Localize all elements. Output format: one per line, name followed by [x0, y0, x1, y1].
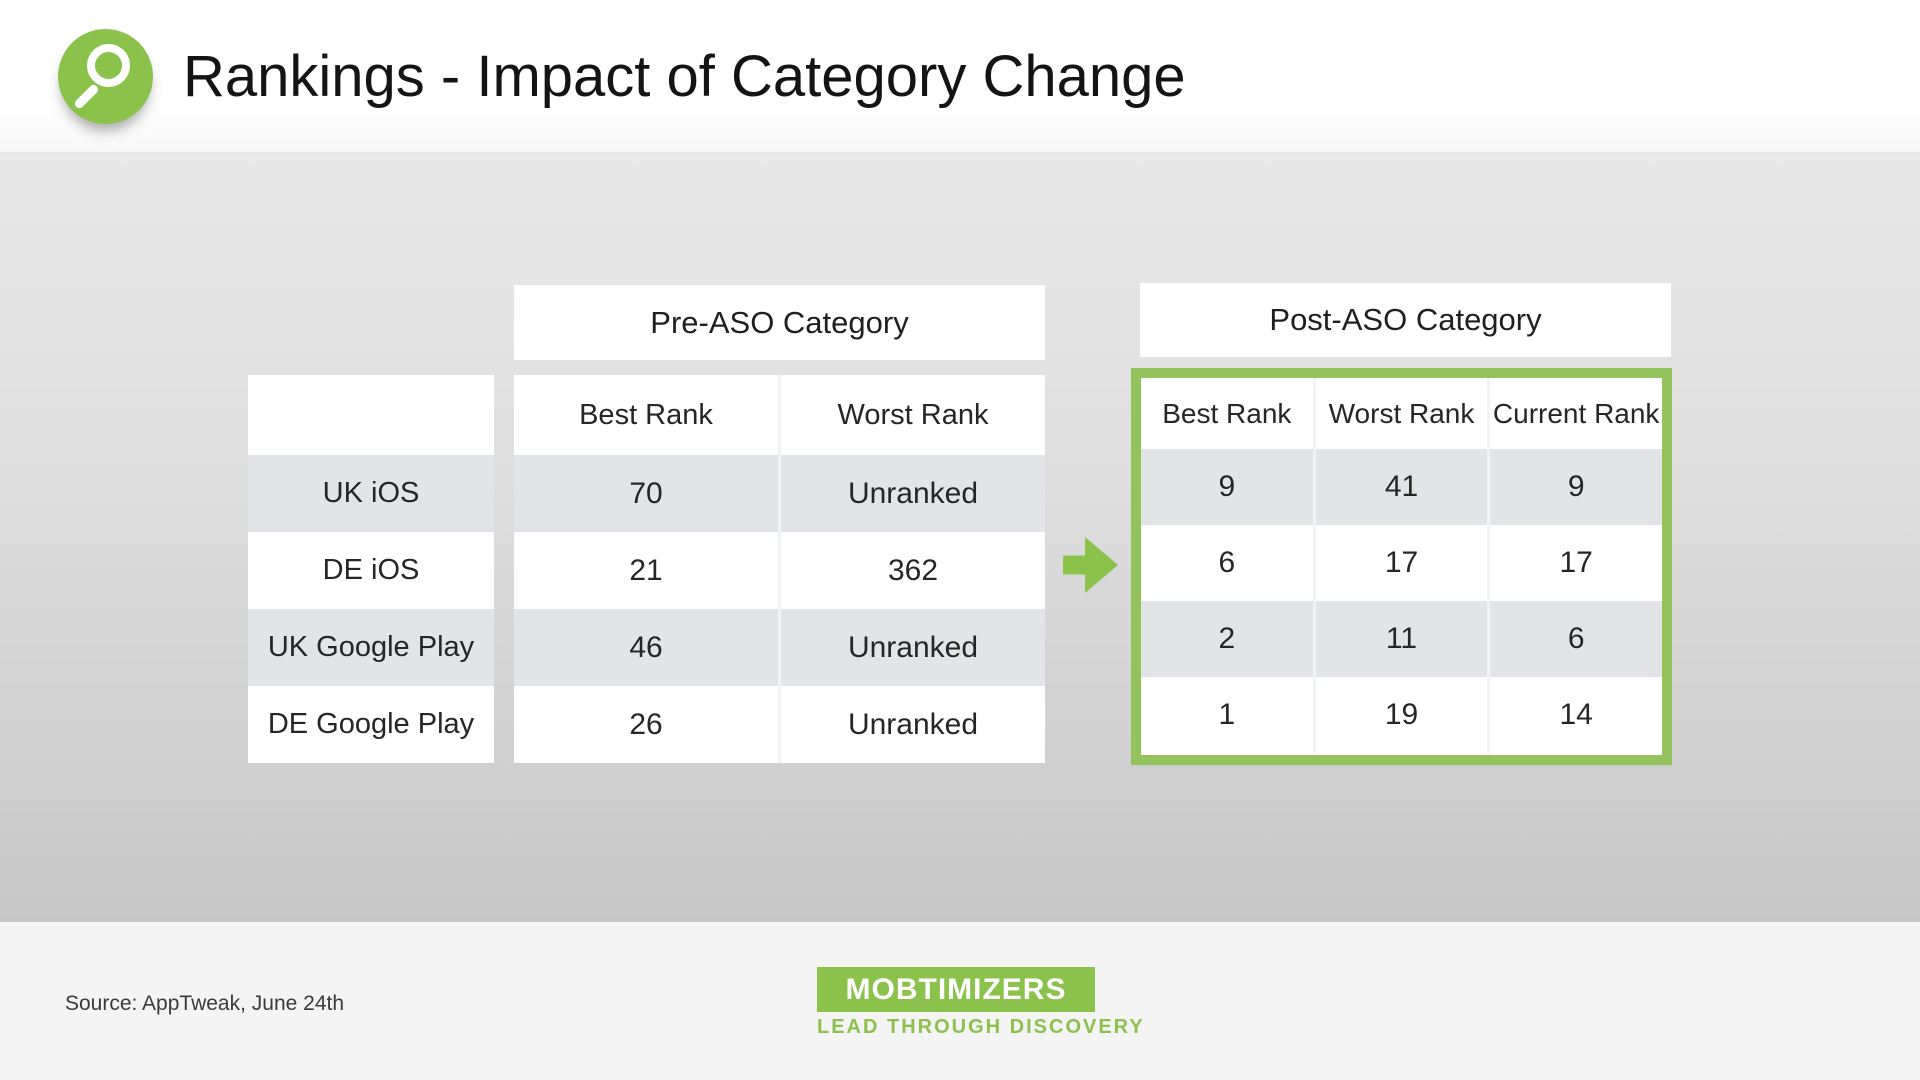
table-row: 2 11 6	[1141, 601, 1662, 677]
table-cell: Unranked	[778, 686, 1045, 763]
table-cell: 17	[1312, 525, 1488, 601]
column-header: Worst Rank	[778, 375, 1045, 455]
table-cell: 9	[1218, 470, 1236, 503]
table-cell: 46	[629, 630, 663, 664]
source-note: Source: AppTweak, June 24th	[65, 992, 345, 1015]
table-header-row: Best Rank Worst Rank	[514, 375, 1045, 455]
table-cell: 70	[629, 476, 663, 510]
table-cell: Unranked	[778, 455, 1045, 532]
magnifier-handle	[73, 83, 100, 110]
table-cell: 14	[1487, 677, 1662, 753]
brand-tagline: LEAD THROUGH DISCOVERY	[817, 1016, 1145, 1038]
header-bar: Rankings - Impact of Category Change	[0, 0, 1920, 153]
table-cell: 41	[1312, 449, 1488, 525]
table-cell: 6	[1487, 601, 1662, 677]
table-cell: 26	[629, 707, 663, 741]
empty-corner-cell	[248, 375, 494, 455]
table-row: DE Google Play	[248, 686, 494, 763]
table-cell: 19	[1312, 677, 1488, 753]
table-row: 1 19 14	[1141, 677, 1662, 753]
table-row: UK Google Play	[248, 609, 494, 686]
table-row: 70 Unranked	[514, 455, 1045, 532]
brand-logo: MOBTIMIZERS LEAD THROUGH DISCOVERY	[817, 967, 1145, 1039]
table-cell: 6	[1218, 546, 1236, 579]
magnifier-glass	[87, 44, 130, 87]
pre-aso-title: Pre-ASO Category	[514, 285, 1045, 360]
table-row: 6 17 17	[1141, 525, 1662, 601]
column-header: Best Rank	[1162, 397, 1292, 429]
row-label-column: UK iOS DE iOS UK Google Play DE Google P…	[248, 375, 494, 763]
table-row: 26 Unranked	[514, 686, 1045, 763]
table-cell: 362	[778, 532, 1045, 609]
table-cell: 21	[629, 553, 663, 587]
magnifier-icon	[58, 29, 153, 124]
row-label: UK iOS	[322, 477, 420, 509]
table-cell: 9	[1487, 449, 1662, 525]
post-aso-table: Best Rank Worst Rank Current Rank 9 41 9…	[1131, 368, 1672, 765]
brand-logo-box: MOBTIMIZERS	[817, 967, 1095, 1012]
column-header: Worst Rank	[1312, 378, 1488, 449]
table-cell: Unranked	[778, 609, 1045, 686]
footer-bar: Source: AppTweak, June 24th MOBTIMIZERS …	[0, 922, 1920, 1080]
table-row: 21 362	[514, 532, 1045, 609]
table-header-row: Best Rank Worst Rank Current Rank	[1141, 378, 1662, 449]
page-title: Rankings - Impact of Category Change	[183, 43, 1186, 109]
table-row: UK iOS	[248, 455, 494, 532]
column-header: Best Rank	[579, 398, 713, 431]
row-label: DE iOS	[322, 554, 420, 586]
table-row: 9 41 9	[1141, 449, 1662, 525]
table-cell: 2	[1218, 622, 1236, 655]
post-aso-title: Post-ASO Category	[1140, 283, 1671, 357]
table-cell: 17	[1487, 525, 1662, 601]
row-label: DE Google Play	[267, 708, 475, 740]
row-label: UK Google Play	[267, 631, 475, 663]
table-row: DE iOS	[248, 532, 494, 609]
table-cell: 11	[1312, 601, 1488, 677]
table-cell: 1	[1218, 698, 1236, 731]
corner-header-row	[248, 375, 494, 455]
column-header: Current Rank	[1487, 378, 1662, 449]
table-row: 46 Unranked	[514, 609, 1045, 686]
pre-aso-table: Best Rank Worst Rank 70 Unranked 21 362 …	[514, 375, 1045, 763]
